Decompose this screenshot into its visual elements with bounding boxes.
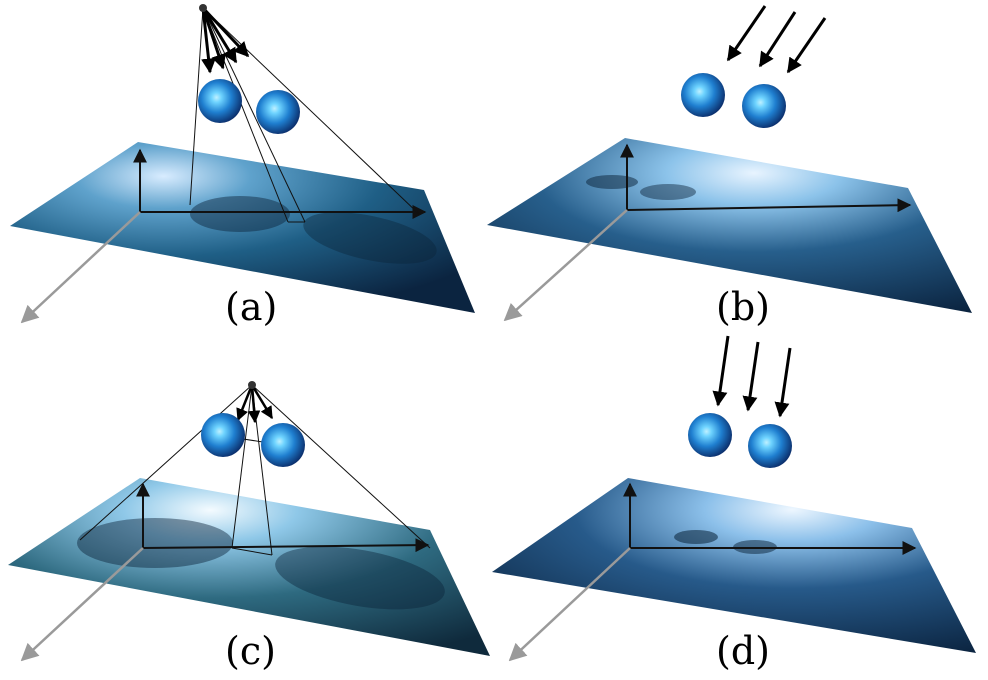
cast-shadows <box>190 196 437 264</box>
panel-b <box>487 5 972 322</box>
ground-plane <box>8 478 490 656</box>
sphere <box>256 90 300 134</box>
sphere <box>198 79 242 123</box>
point-light-icon <box>199 4 207 12</box>
depth-axis <box>508 547 631 662</box>
sphere <box>742 84 786 128</box>
ground-plane <box>10 142 475 313</box>
sphere <box>261 423 305 467</box>
ground-plane <box>492 478 976 653</box>
panel-caption: (a) <box>225 285 278 329</box>
panel-caption: (c) <box>225 629 276 673</box>
depth-axis <box>503 209 628 322</box>
depth-axis <box>20 547 144 662</box>
sphere <box>681 73 725 117</box>
light-rays <box>236 384 274 424</box>
panel-caption: (b) <box>716 285 770 329</box>
depth-axis <box>20 211 141 324</box>
point-light-icon <box>248 381 256 389</box>
cast-shadows <box>77 518 445 610</box>
coordinate-axes <box>508 482 917 662</box>
sphere <box>688 413 732 457</box>
cast-shadows <box>586 175 696 200</box>
light-rays <box>712 335 792 418</box>
light-rays <box>726 5 827 74</box>
coordinate-axes <box>503 143 912 322</box>
sphere <box>748 424 792 468</box>
coordinate-axes <box>20 482 430 662</box>
coordinate-axes <box>20 148 427 324</box>
panel-a <box>10 4 475 324</box>
panel-c <box>8 381 490 662</box>
panel-d <box>492 335 976 662</box>
light-rays <box>201 6 250 74</box>
sphere <box>201 413 245 457</box>
panel-caption: (d) <box>716 629 770 673</box>
